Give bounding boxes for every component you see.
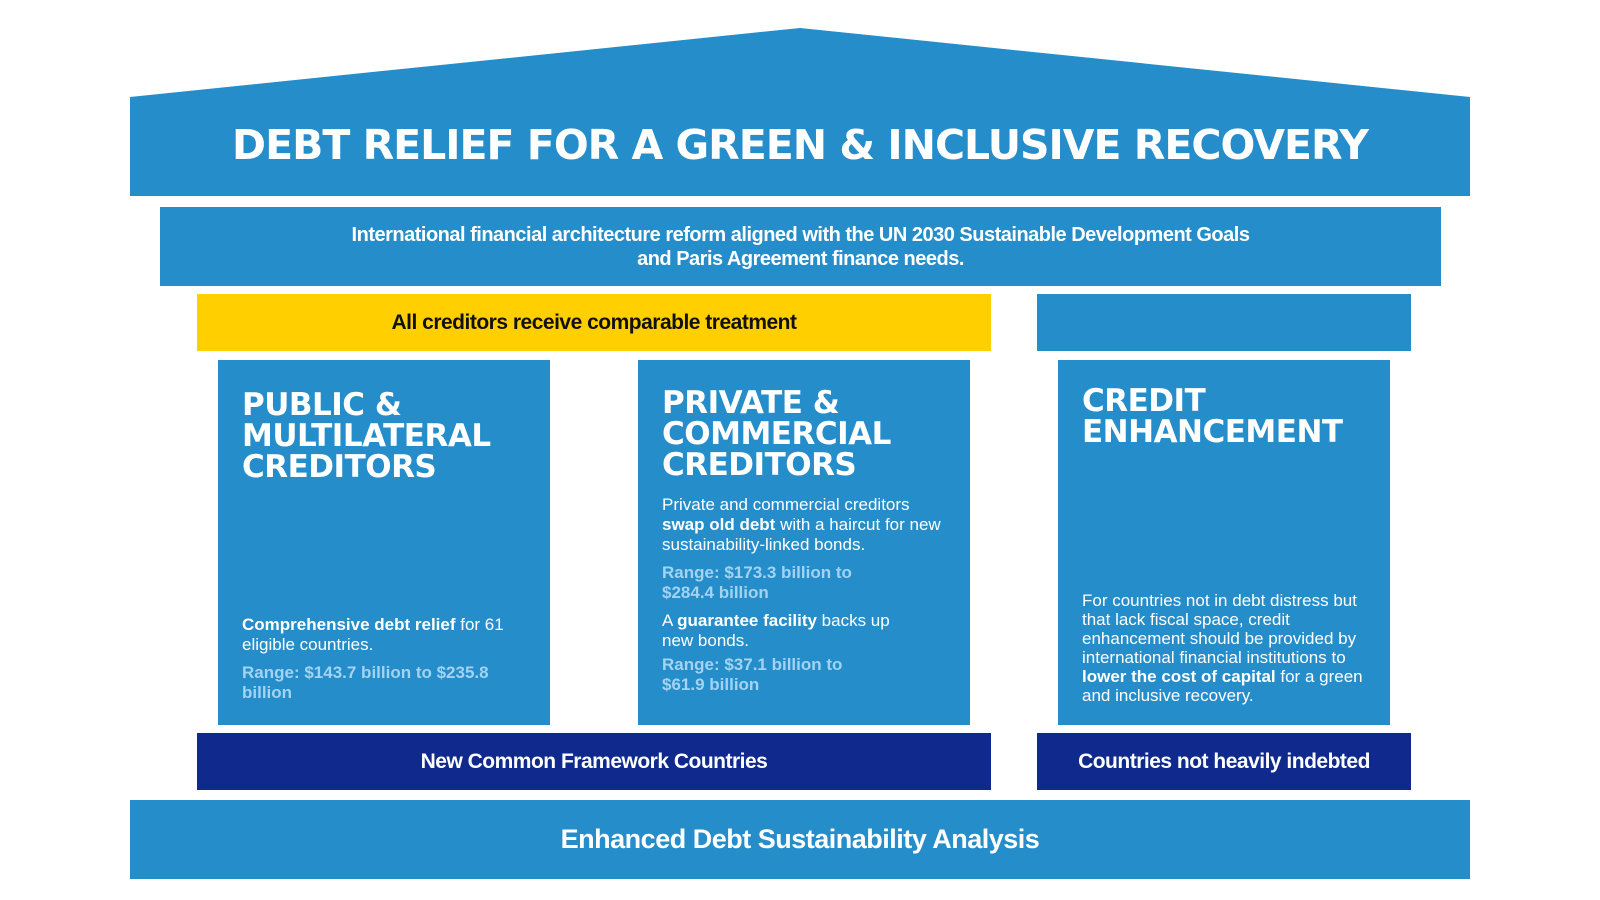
pillar-heading: CREDIT ENHANCEMENT xyxy=(1082,386,1366,448)
not-indebted-bar: Countries not heavily indebted xyxy=(1037,733,1411,790)
text: A xyxy=(662,611,678,630)
bold-text: lower the cost of capital xyxy=(1082,667,1276,686)
text: For countries not in debt distress but t… xyxy=(1082,591,1357,667)
range-text: Range: $37.1 billion to $61.9 billion xyxy=(662,655,843,694)
bold-text: swap old debt xyxy=(662,515,776,534)
heading-line: CREDIT xyxy=(1082,383,1206,419)
heading-line: CREDITORS xyxy=(662,447,857,483)
heading-line: COMMERCIAL xyxy=(662,416,891,452)
pillar-text: Private and commercial creditors swap ol… xyxy=(662,495,946,555)
foundation-bar: Enhanced Debt Sustainability Analysis xyxy=(130,800,1470,879)
pillar-credit-enhancement: CREDIT ENHANCEMENT For countries not in … xyxy=(1058,360,1390,725)
heading-line: PUBLIC & xyxy=(242,387,402,423)
comparable-treatment-bar: All creditors receive comparable treatme… xyxy=(197,294,991,351)
subtitle-banner: International financial architecture ref… xyxy=(160,207,1441,286)
range-text: Range: $173.3 billion to $284.4 billion xyxy=(662,563,852,602)
heading-line: PRIVATE & xyxy=(662,385,840,421)
bold-text: Comprehensive debt relief xyxy=(242,615,456,634)
pillar-heading: PUBLIC & MULTILATERAL CREDITORS xyxy=(242,390,526,483)
empty-blue-bar xyxy=(1037,294,1411,351)
text: for 61 eligible countries. xyxy=(242,615,504,654)
text: for a green and inclusive recovery. xyxy=(1082,667,1363,705)
pillar-public-multilateral: PUBLIC & MULTILATERAL CREDITORS Comprehe… xyxy=(218,360,550,725)
bold-text: guarantee facility xyxy=(677,611,817,630)
text: Private and commercial creditors xyxy=(662,495,910,514)
pillar-heading: PRIVATE & COMMERCIAL CREDITORS xyxy=(662,388,946,481)
pillar-private-commercial: PRIVATE & COMMERCIAL CREDITORS Private a… xyxy=(638,360,970,725)
common-framework-bar: New Common Framework Countries xyxy=(197,733,991,790)
pillar-text: Comprehensive debt relief for 61 eligibl… xyxy=(242,615,530,655)
range-text: Range: $143.7 billion to $235.8 billion xyxy=(242,663,489,702)
subtitle-line-1: International financial architecture ref… xyxy=(351,223,1250,246)
heading-line: ENHANCEMENT xyxy=(1082,414,1343,450)
text: with a haircut for new sustainability-li… xyxy=(662,515,941,554)
pillar-text: A guarantee facility backs up new bonds. xyxy=(662,611,892,651)
text: backs up new bonds. xyxy=(662,611,890,650)
heading-line: CREDITORS xyxy=(242,449,437,485)
pillar-text: For countries not in debt distress but t… xyxy=(1082,591,1370,705)
heading-line: MULTILATERAL xyxy=(242,418,491,454)
page-title: DEBT RELIEF FOR A GREEN & INCLUSIVE RECO… xyxy=(232,121,1369,169)
subtitle-line-2: and Paris Agreement finance needs. xyxy=(637,247,964,270)
roof-shape xyxy=(130,28,1470,196)
